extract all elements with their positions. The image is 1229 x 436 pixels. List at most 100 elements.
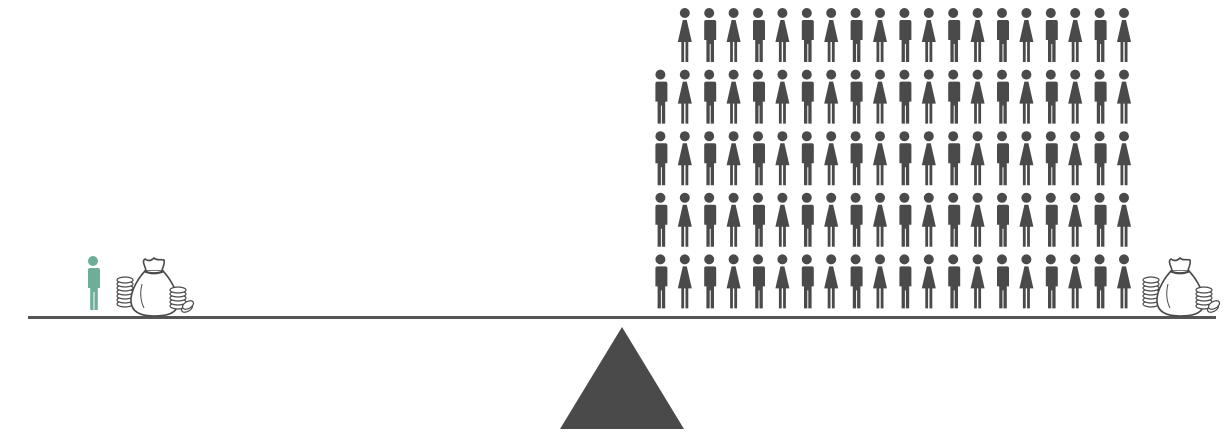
person-icon xyxy=(655,69,668,124)
person-icon xyxy=(921,192,936,247)
person-icon xyxy=(899,254,912,309)
person-icon xyxy=(801,69,814,124)
person-icon xyxy=(753,8,765,62)
person-icon xyxy=(704,254,717,309)
person-icon xyxy=(677,8,692,62)
fulcrum-triangle-icon xyxy=(560,327,684,429)
person-icon xyxy=(775,254,790,309)
money-bag-icon-right xyxy=(1141,256,1223,318)
person-icon xyxy=(1094,192,1107,247)
person-icon xyxy=(997,192,1009,247)
person-icon xyxy=(1019,69,1034,124)
person-icon xyxy=(801,192,814,247)
person-icon xyxy=(1068,192,1083,247)
person-icon xyxy=(824,192,839,247)
person-icon xyxy=(997,69,1009,124)
person-icon xyxy=(677,69,692,124)
person-icon xyxy=(1068,69,1083,124)
person-icon xyxy=(677,254,692,309)
person-icon xyxy=(970,254,985,309)
person-icon xyxy=(1117,131,1131,186)
person-icon xyxy=(850,192,863,247)
person-icon xyxy=(997,254,1009,309)
person-icon xyxy=(1068,131,1083,186)
person-icon xyxy=(775,192,790,247)
person-icon xyxy=(1117,8,1131,62)
person-icon xyxy=(948,254,961,309)
person-icon xyxy=(1019,8,1034,62)
person-icon xyxy=(899,192,912,247)
person-icon xyxy=(677,192,692,247)
person-icon xyxy=(677,131,692,186)
person-icon xyxy=(1045,254,1058,309)
person-icon xyxy=(1045,8,1058,62)
person-icon xyxy=(726,131,741,186)
person-icon xyxy=(873,131,887,186)
person-icon xyxy=(704,69,717,124)
person-icon xyxy=(1045,69,1058,124)
person-icon xyxy=(1094,131,1107,186)
person-icon xyxy=(997,8,1009,62)
person-icon-highlighted xyxy=(88,256,100,310)
person-icon xyxy=(824,254,839,309)
person-icon xyxy=(997,131,1009,186)
person-icon xyxy=(899,131,912,186)
person-icon xyxy=(948,8,961,62)
person-icon xyxy=(921,254,936,309)
person-icon xyxy=(1045,131,1058,186)
person-icon xyxy=(899,8,912,62)
person-icon xyxy=(921,8,936,62)
person-icon xyxy=(1068,254,1083,309)
person-icon xyxy=(948,131,961,186)
person-icon xyxy=(873,69,887,124)
person-icon xyxy=(824,131,839,186)
person-icon xyxy=(873,254,887,309)
person-icon xyxy=(921,69,936,124)
person-icon xyxy=(726,254,741,309)
person-icon xyxy=(704,192,717,247)
person-icon xyxy=(655,131,668,186)
person-icon xyxy=(726,69,741,124)
person-icon xyxy=(850,254,863,309)
person-icon xyxy=(873,8,887,62)
person-icon xyxy=(1094,8,1107,62)
person-icon xyxy=(970,69,985,124)
person-icon xyxy=(1068,8,1083,62)
right-side xyxy=(655,8,1223,318)
person-icon xyxy=(850,69,863,124)
person-icon xyxy=(1045,192,1058,247)
balance-beam xyxy=(28,316,1216,319)
person-icon xyxy=(753,192,765,247)
person-icon xyxy=(775,8,790,62)
person-icon xyxy=(801,8,814,62)
person-icon xyxy=(970,8,985,62)
person-icon xyxy=(775,131,790,186)
person-icon xyxy=(655,254,668,309)
person-icon xyxy=(873,192,887,247)
person-icon xyxy=(1019,131,1034,186)
person-icon xyxy=(1094,254,1107,309)
person-icon xyxy=(921,131,936,186)
person-icon xyxy=(1117,254,1131,309)
person-icon xyxy=(1117,192,1131,247)
person-icon xyxy=(1094,69,1107,124)
person-icon xyxy=(899,69,912,124)
person-icon xyxy=(948,69,961,124)
person-icon xyxy=(850,131,863,186)
person-icon xyxy=(753,131,765,186)
person-icon xyxy=(801,131,814,186)
person-icon xyxy=(753,69,765,124)
crowd-of-people xyxy=(655,8,1131,309)
person-icon xyxy=(1117,69,1131,124)
person-icon xyxy=(726,192,741,247)
money-bag-icon-left xyxy=(115,256,197,318)
person-icon xyxy=(970,192,985,247)
person-icon xyxy=(824,8,839,62)
person-icon xyxy=(704,131,717,186)
person-icon xyxy=(1019,192,1034,247)
person-icon xyxy=(824,69,839,124)
person-icon xyxy=(726,8,741,62)
left-side xyxy=(88,256,197,318)
